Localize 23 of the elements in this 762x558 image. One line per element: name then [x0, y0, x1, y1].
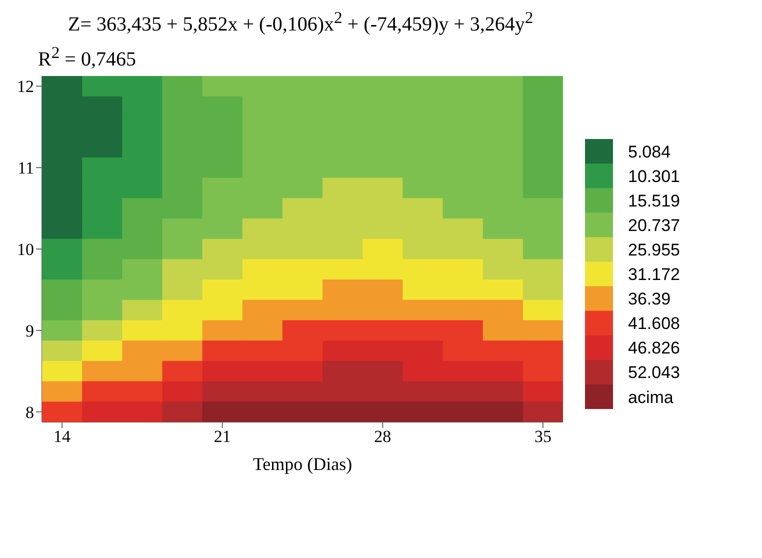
chart-title: Z= 363,435 + 5,852x + (-0,106)x$^{2}$ + (-74,459)y + 3,264y$^{2}$ — [67, 8, 534, 37]
x-axis-title: Tempo (Dias) — [252, 454, 352, 474]
color-bar-label: 10.301 — [628, 166, 680, 186]
x-tick-label: 21 — [214, 427, 231, 446]
color-bar-label: 20.737 — [628, 216, 680, 235]
color-bar-label: 31.172 — [628, 264, 680, 284]
x-tick-label: 35 — [534, 427, 552, 446]
color-bar-label: 46.826 — [628, 338, 680, 358]
chart-subtitle: R$^{2}$ = 0,7465 — [37, 42, 137, 72]
color-bar-label: acima — [628, 388, 674, 407]
y-tick-label: 11 — [18, 158, 34, 178]
color-bar-label: 41.608 — [628, 314, 680, 333]
y-tick-label: 8 — [26, 403, 34, 422]
color-bar-label: 36.39 — [628, 289, 671, 308]
x-tick-label: 14 — [54, 427, 72, 446]
color-bar-label: 52.043 — [628, 363, 680, 382]
y-tick-label: 10 — [17, 240, 34, 260]
y-tick-label: 12 — [17, 78, 34, 97]
color-bar-label: 5.084 — [628, 142, 671, 162]
x-tick-label: 28 — [374, 427, 392, 446]
color-bar-label: 25.955 — [628, 240, 680, 260]
y-tick-label: 9 — [26, 322, 34, 341]
color-bar-label: 15.519 — [628, 191, 680, 210]
